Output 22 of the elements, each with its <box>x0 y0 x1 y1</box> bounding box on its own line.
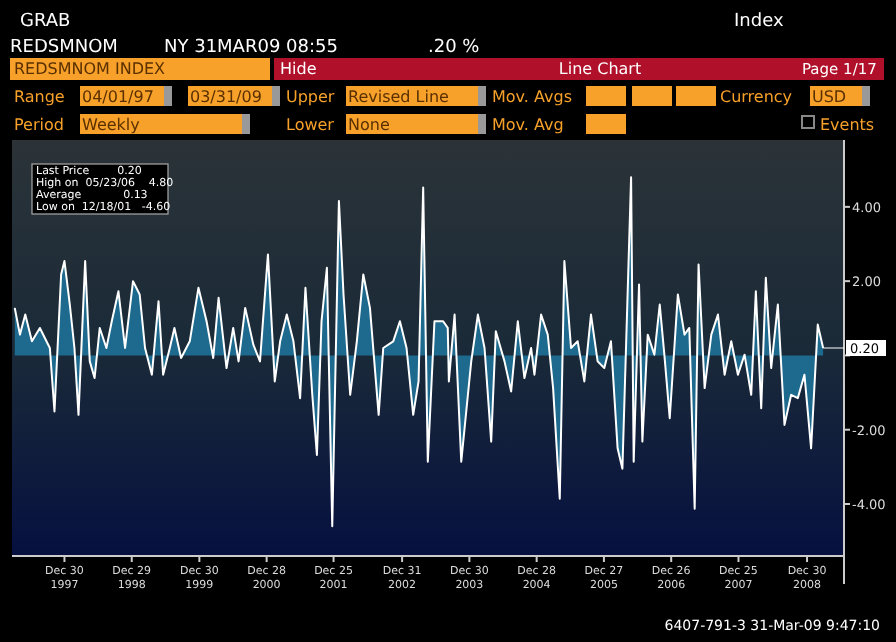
text: GRAB <box>20 12 71 32</box>
text: Mov. Avgs <box>492 88 572 106</box>
text: Weekly <box>82 116 141 134</box>
text: 03/31/09 <box>190 88 262 106</box>
text: USD <box>812 88 847 106</box>
text: NY 31MAR09 08:55 <box>164 38 338 58</box>
text: 04/01/97 <box>82 88 154 106</box>
chart-title: REDSMNOM INDEX <box>14 60 167 78</box>
text: Lower <box>286 116 336 134</box>
text: REDSMNOM <box>10 38 118 58</box>
text: .20 % <box>428 38 481 58</box>
text: Hide <box>280 60 317 78</box>
text: None <box>348 116 390 134</box>
text: Index <box>734 12 785 32</box>
text: Upper <box>286 88 336 106</box>
text: Period <box>14 116 64 134</box>
text: Line Chart <box>558 60 642 78</box>
text: Revised Line <box>348 88 450 106</box>
text: Mov. Avg <box>492 116 564 134</box>
text: Range <box>14 88 65 106</box>
text: Events <box>820 116 875 134</box>
text: Currency <box>720 88 793 106</box>
